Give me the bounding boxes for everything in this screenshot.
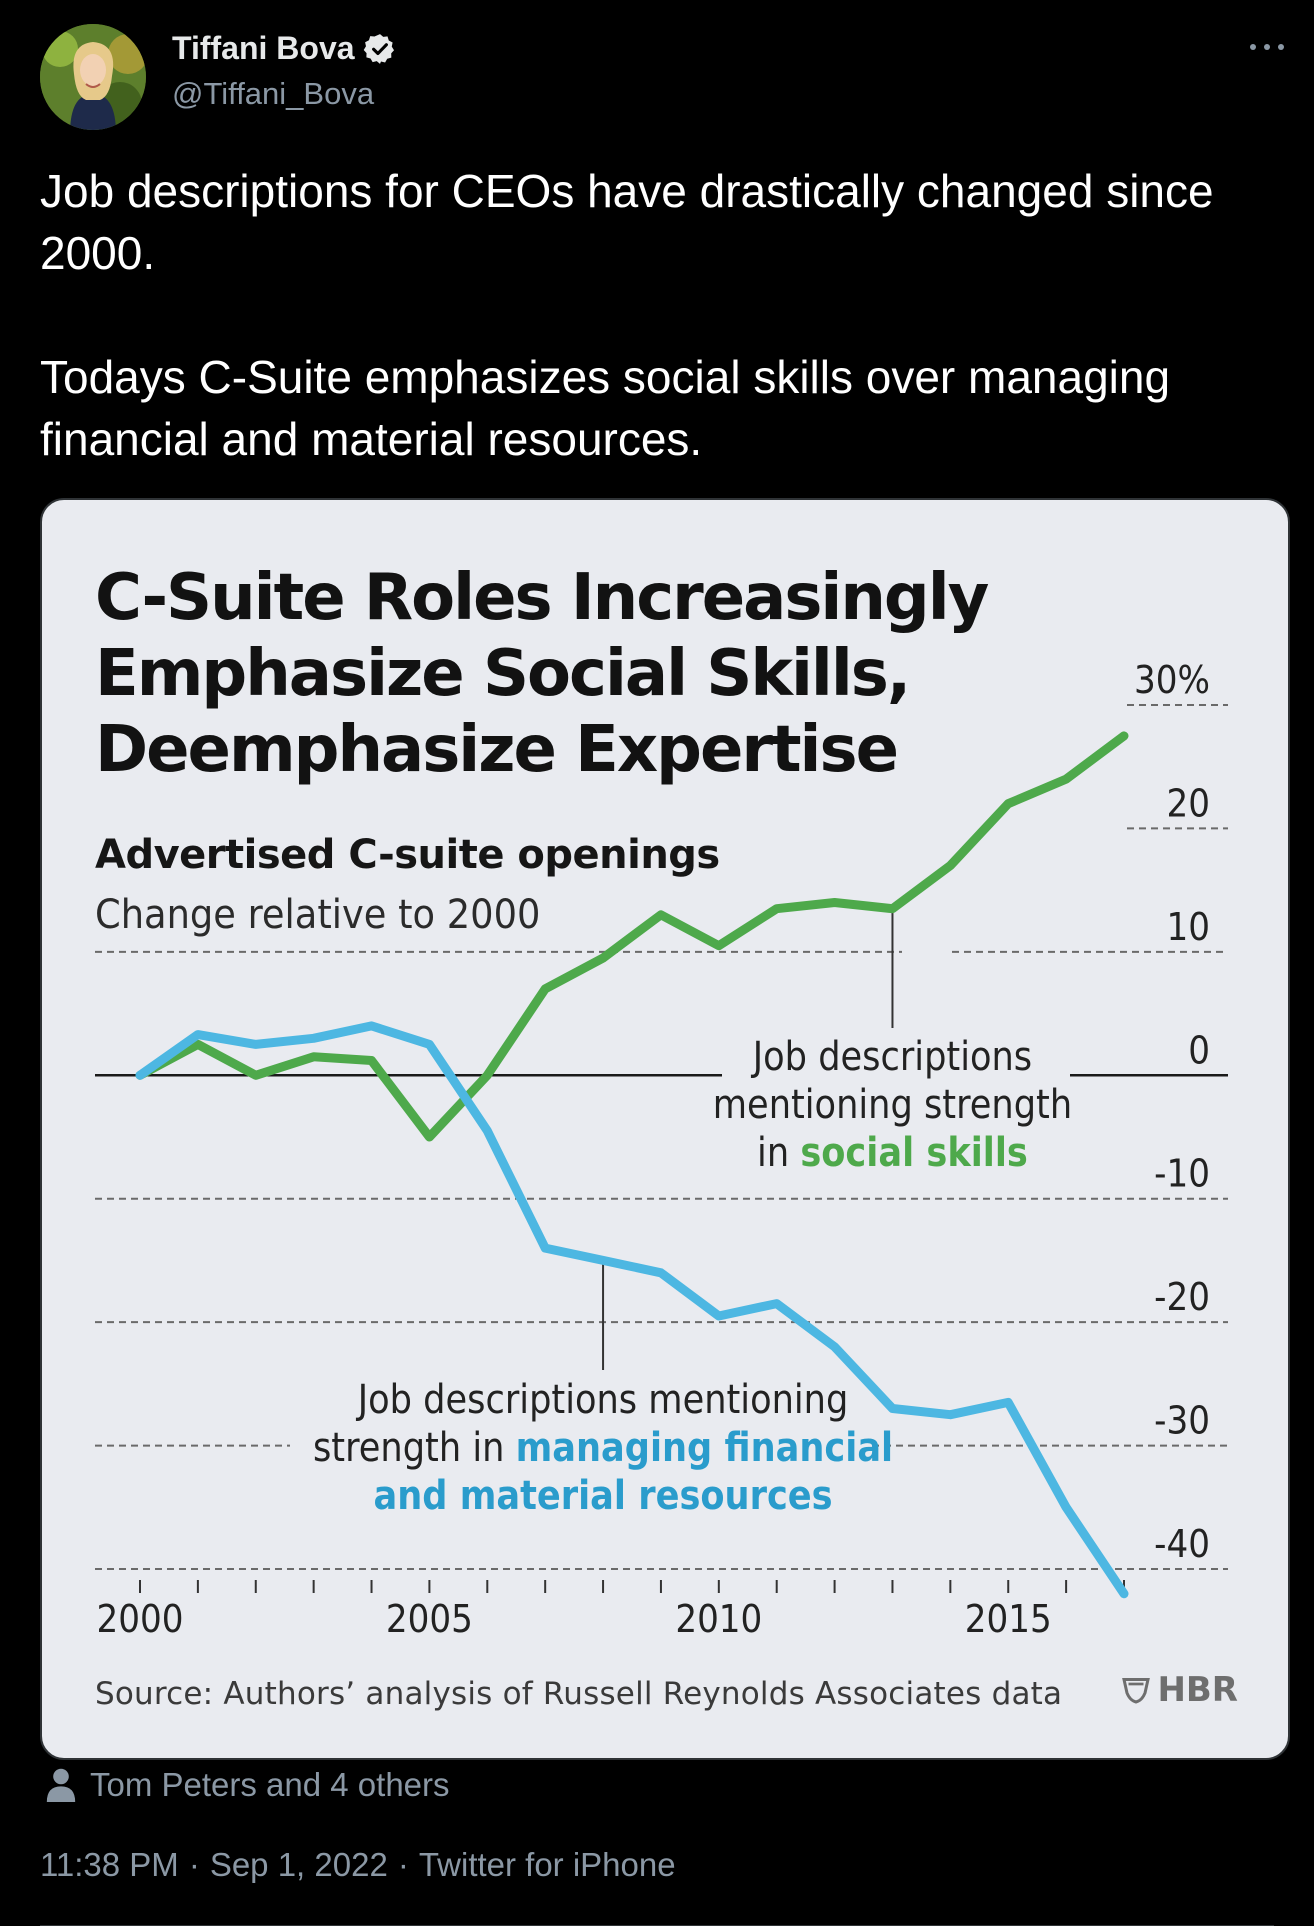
series-line-financial-resources — [135, 1021, 1129, 1599]
tweet-metadata: 11:38 PM · Sep 1, 2022 · Twitter for iPh… — [40, 1846, 676, 1884]
y-tick-label: 20 — [1167, 781, 1210, 826]
chart-source: Source: Authors’ analysis of Russell Rey… — [95, 1676, 1063, 1712]
separator-dot: · — [188, 1846, 200, 1883]
chart-title: C-Suite Roles Increasingly Emphasize Soc… — [95, 561, 989, 787]
annotation-financial-line: strength in managing financial — [313, 1424, 893, 1471]
y-tick-label: -30 — [1154, 1398, 1210, 1443]
chart-subtitle: Advertised C-suite openings — [95, 832, 720, 878]
annotation-financial-text: strength in — [313, 1424, 516, 1471]
author-display-name[interactable]: Tiffani Bova — [172, 30, 355, 66]
annotation-social-line: mentioning strength — [713, 1081, 1072, 1128]
tweet-client[interactable]: Twitter for iPhone — [418, 1846, 676, 1883]
series-line-social-skills — [135, 731, 1129, 1142]
author-name-row: Tiffani Bova — [172, 30, 397, 67]
x-tick-label: 2005 — [386, 1596, 473, 1641]
verified-badge-icon — [363, 33, 394, 64]
more-options-icon[interactable] — [1250, 32, 1284, 62]
y-tick-label: -10 — [1154, 1151, 1210, 1196]
liked-by-text[interactable]: Tom Peters and 4 others — [90, 1766, 450, 1803]
x-tick-label: 2000 — [97, 1596, 184, 1641]
author-avatar[interactable] — [40, 24, 146, 130]
y-tick-label: 30% — [1134, 657, 1210, 702]
y-tick-label: 0 — [1188, 1028, 1210, 1073]
y-tick-label: 10 — [1167, 904, 1210, 949]
tweet-paragraph: Todays C-Suite emphasizes social skills … — [40, 351, 1171, 465]
tweet-date[interactable]: Sep 1, 2022 — [209, 1846, 388, 1883]
x-tick-label: 2010 — [675, 1596, 762, 1641]
annotation-financial-line: Job descriptions mentioning — [356, 1376, 848, 1423]
annotation-social-line: in social skills — [757, 1129, 1028, 1176]
avatar-image — [40, 24, 146, 130]
tweet-media-image[interactable]: 30% 20 10 0 -10 -20 -30 -40 2000 2005 2010 2015 Job … — [40, 498, 1290, 1760]
tweet-text: Job descriptions for CEOs have drastical… — [40, 160, 1280, 470]
annotation-social-highlight: social skills — [800, 1129, 1028, 1176]
hbr-logo: HBR — [1121, 1670, 1238, 1710]
separator-dot: · — [397, 1846, 409, 1883]
x-tick-label: 2015 — [965, 1596, 1052, 1641]
tweet-time[interactable]: 11:38 PM — [40, 1846, 179, 1883]
annotation-social-line: Job descriptions — [751, 1033, 1032, 1080]
annotation-financial-highlight: managing financial — [516, 1424, 894, 1471]
person-icon — [46, 1768, 76, 1802]
liked-by-row[interactable]: Tom Peters and 4 others — [46, 1766, 450, 1804]
tweet-paragraph: Job descriptions for CEOs have drastical… — [40, 165, 1214, 279]
hbr-shield-icon — [1122, 1678, 1151, 1704]
hbr-logo-text: HBR — [1157, 1670, 1238, 1710]
annotation-social-text: in — [757, 1129, 800, 1176]
annotation-financial-highlight: and material resources — [373, 1472, 832, 1519]
author-handle[interactable]: @Tiffani_Bova — [172, 76, 375, 111]
y-tick-label: -20 — [1154, 1274, 1210, 1319]
chart-note: Change relative to 2000 — [95, 892, 541, 938]
y-tick-label: -40 — [1154, 1521, 1210, 1566]
